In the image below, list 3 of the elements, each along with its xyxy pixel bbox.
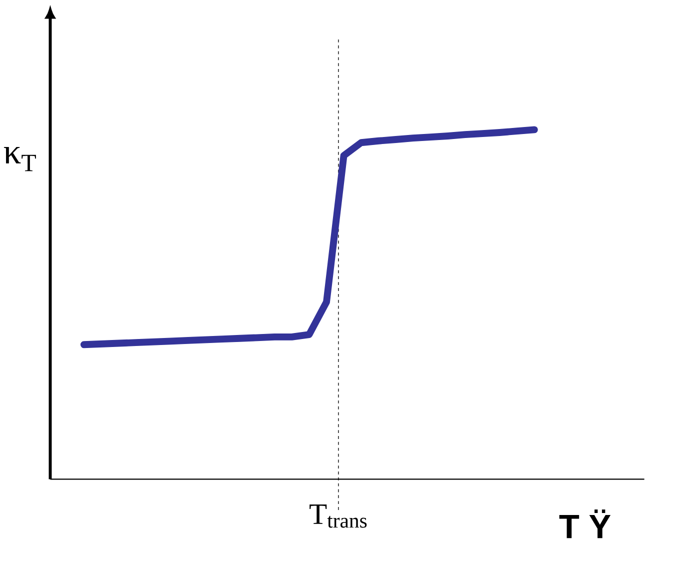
x-axis-title: T Ÿ	[559, 509, 611, 538]
text: T$_{trans}$	[310, 504, 367, 528]
y-axis-title: κ$_{T}$	[4, 146, 36, 171]
